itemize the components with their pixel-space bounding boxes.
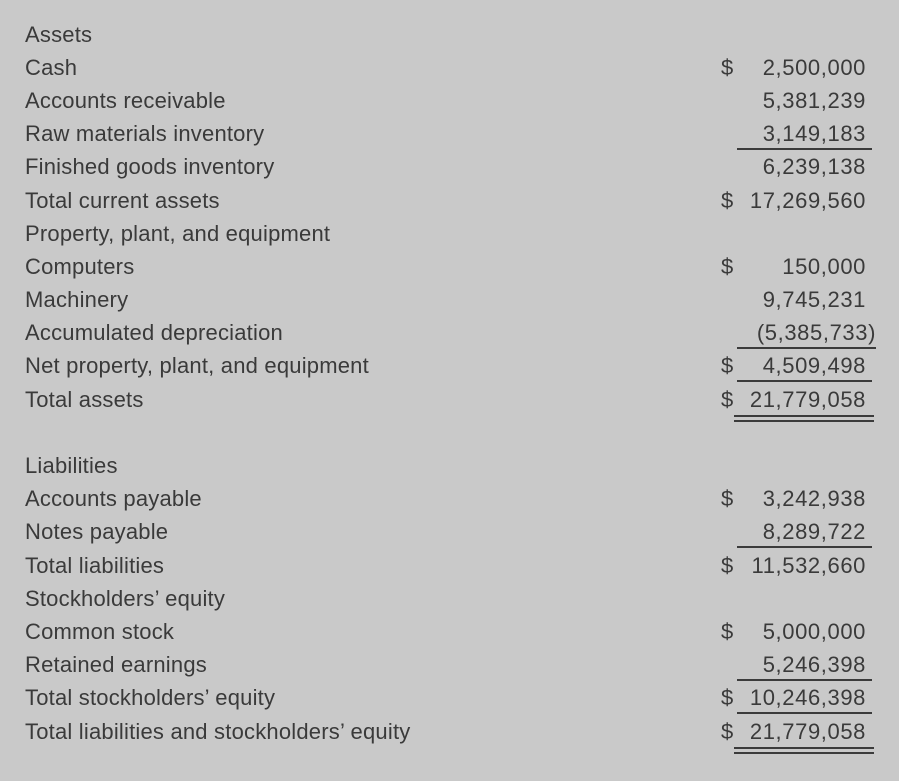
line-item-row: Computers $ 150,000 xyxy=(25,250,866,283)
line-item-label: Raw materials inventory xyxy=(25,121,265,147)
section-header-row: Liabilities xyxy=(25,449,866,482)
line-item-row: Total stockholders’ equity $ 10,246,398 xyxy=(25,682,872,715)
line-item-amount-cell: $ 2,500,000 xyxy=(721,51,866,84)
amount-value: 11,532,660 xyxy=(751,552,866,578)
amount-value: (5,385,733) xyxy=(756,320,876,346)
line-item-label: Machinery xyxy=(25,287,129,313)
line-item-amount-cell: $ 4,509,498 xyxy=(721,350,872,383)
line-item-row: Finished goods inventory 6,239,138 xyxy=(25,151,866,184)
line-item-label: Total liabilities xyxy=(25,552,165,578)
amount-value: 9,745,231 xyxy=(762,287,866,313)
line-item-row: Retained earnings 5,246,398 xyxy=(25,649,872,682)
amount-value: 21,779,058 xyxy=(749,386,866,412)
line-item-label: Net property, plant, and equipment xyxy=(25,353,369,379)
line-item-row: Raw materials inventory 3,149,183 xyxy=(25,118,872,151)
line-item-amount-cell: 8,289,722 xyxy=(721,516,872,549)
line-item-label: Liabilities xyxy=(25,453,118,479)
line-item-label: Total liabilities and stockholders’ equi… xyxy=(25,718,411,744)
amount-value: 150,000 xyxy=(782,253,866,279)
line-item-amount-cell: $ 3,242,938 xyxy=(721,483,866,516)
line-item-label: Total assets xyxy=(25,386,144,412)
line-item-label: Assets xyxy=(25,21,93,47)
line-item-row: Accumulated depreciation (5,385,733) xyxy=(25,317,876,350)
line-item-amount-cell: $ 10,246,398 xyxy=(721,682,872,715)
currency-symbol: $ xyxy=(721,486,734,512)
amount-value: 5,000,000 xyxy=(762,618,866,644)
line-item-row: Common stock $ 5,000,000 xyxy=(25,615,866,648)
line-item-amount-cell: (5,385,733) xyxy=(721,317,876,350)
line-item-label: Cash xyxy=(25,54,78,80)
line-item-label: Property, plant, and equipment xyxy=(25,220,331,246)
line-item-row: Total liabilities $ 11,532,660 xyxy=(25,549,866,582)
line-item-label: Accounts payable xyxy=(25,486,202,512)
currency-symbol: $ xyxy=(721,386,734,412)
line-item-amount-cell: $ 150,000 xyxy=(721,250,866,283)
amount-value: 6,239,138 xyxy=(762,154,866,180)
line-item-amount-cell: 9,745,231 xyxy=(721,284,866,317)
currency-symbol: $ xyxy=(721,618,734,644)
line-item-amount-cell: $ 11,532,660 xyxy=(721,549,866,582)
line-item-label: Retained earnings xyxy=(25,652,207,678)
line-item-amount-cell: $ 21,779,058 xyxy=(721,715,874,755)
amount-value: 21,779,058 xyxy=(749,718,866,744)
amount-value: 10,246,398 xyxy=(749,685,866,711)
currency-symbol: $ xyxy=(721,685,734,711)
currency-symbol: $ xyxy=(721,718,734,744)
section-header-row: Assets xyxy=(25,18,866,51)
line-item-row: Net property, plant, and equipment $ 4,5… xyxy=(25,350,872,383)
line-item-row: Total liabilities and stockholders’ equi… xyxy=(25,715,874,755)
line-item-label: Common stock xyxy=(25,618,175,644)
currency-symbol: $ xyxy=(721,353,734,379)
line-item-label: Stockholders’ equity xyxy=(25,585,226,611)
line-item-row: Notes payable 8,289,722 xyxy=(25,516,872,549)
line-item-label: Accounts receivable xyxy=(25,87,226,113)
line-item-label: Notes payable xyxy=(25,519,169,545)
section-header-row: Property, plant, and equipment xyxy=(25,217,866,250)
line-item-amount-cell: $ 21,779,058 xyxy=(721,383,874,423)
amount-value: 5,246,398 xyxy=(762,652,866,678)
line-item-label: Computers xyxy=(25,253,135,279)
line-item-row: Cash $ 2,500,000 xyxy=(25,51,866,84)
line-item-amount-cell: $ 17,269,560 xyxy=(721,184,866,217)
amount-value: 5,381,239 xyxy=(762,87,866,113)
amount-value: 3,149,183 xyxy=(762,121,866,147)
line-item-row: Machinery 9,745,231 xyxy=(25,284,866,317)
line-item-row: Total assets $ 21,779,058 xyxy=(25,383,874,423)
amount-value: 2,500,000 xyxy=(762,54,866,80)
currency-symbol: $ xyxy=(721,552,734,578)
line-item-row: Total current assets $ 17,269,560 xyxy=(25,184,866,217)
line-item-label: Total current assets xyxy=(25,187,220,213)
line-item-amount-cell: $ 5,000,000 xyxy=(721,615,866,648)
line-item-amount-cell: 3,149,183 xyxy=(721,118,872,151)
currency-symbol: $ xyxy=(721,54,734,80)
amount-value: 4,509,498 xyxy=(762,353,866,379)
line-item-row: Accounts receivable 5,381,239 xyxy=(25,84,866,117)
line-item-row: Accounts payable $ 3,242,938 xyxy=(25,483,866,516)
line-item-label: Finished goods inventory xyxy=(25,154,275,180)
amount-value: 8,289,722 xyxy=(762,519,866,545)
line-item-amount-cell: 5,381,239 xyxy=(721,84,866,117)
currency-symbol: $ xyxy=(721,187,734,213)
amount-value: 3,242,938 xyxy=(762,486,866,512)
section-header-row: Stockholders’ equity xyxy=(25,582,866,615)
line-item-label: Total stockholders’ equity xyxy=(25,685,276,711)
line-item-label: Accumulated depreciation xyxy=(25,320,283,346)
line-item-amount-cell: 6,239,138 xyxy=(721,151,866,184)
line-item-amount-cell: 5,246,398 xyxy=(721,649,872,682)
currency-symbol: $ xyxy=(721,253,734,279)
amount-value: 17,269,560 xyxy=(749,187,866,213)
